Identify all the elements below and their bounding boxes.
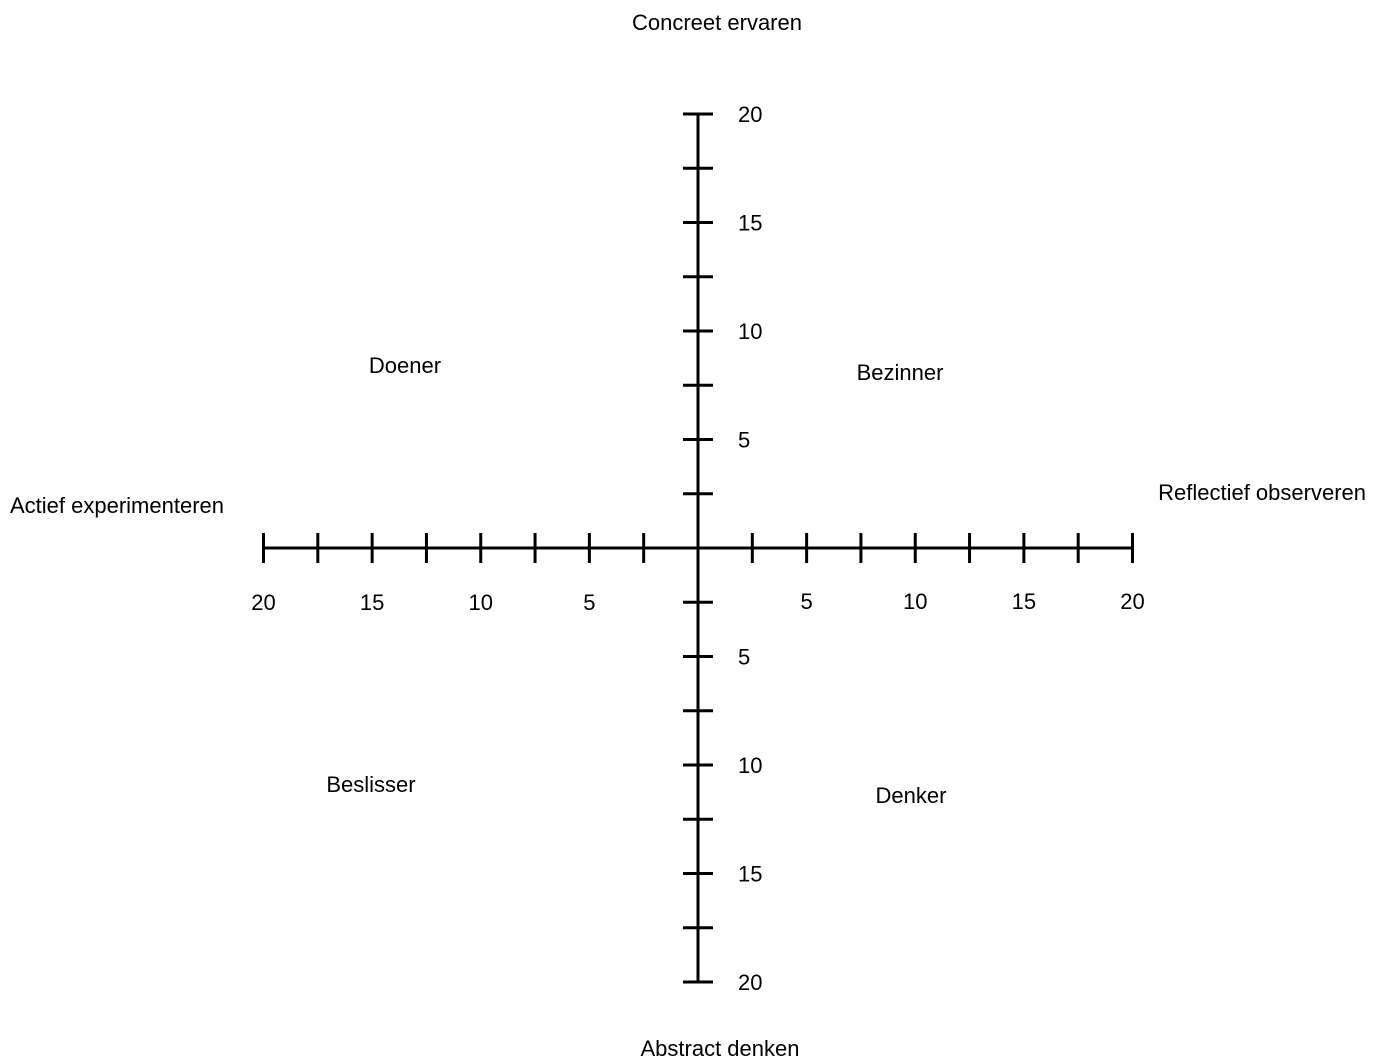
- tick-label-right: 5: [801, 589, 813, 614]
- tick-label-left: 20: [251, 590, 275, 615]
- pole-bottom-label: Abstract denken: [641, 1036, 800, 1059]
- tick-label-down: 10: [738, 753, 762, 778]
- axis-ticks: [262, 112, 1134, 984]
- quadrant-bottom-right-label: Denker: [876, 783, 947, 808]
- axis-tick-labels: 5 5 5 5 10 10 10 10 15 15 15 15 20 20 20 20: [251, 102, 1144, 995]
- pole-left-label: Actief experimenteren: [10, 493, 224, 518]
- quadrant-bottom-left-label: Beslisser: [326, 772, 415, 797]
- quadrant-top-right-label: Bezinner: [857, 360, 944, 385]
- tick-label-right: 20: [1120, 589, 1144, 614]
- tick-label-left: 10: [469, 590, 493, 615]
- tick-label-down: 20: [738, 970, 762, 995]
- tick-label-left: 15: [360, 590, 384, 615]
- tick-label-up: 10: [738, 319, 762, 344]
- quadrant-top-left-label: Doener: [369, 353, 441, 378]
- tick-label-up: 5: [738, 428, 750, 453]
- tick-label-down: 5: [738, 645, 750, 670]
- tick-label-up: 20: [738, 102, 762, 127]
- tick-label-right: 10: [903, 589, 927, 614]
- tick-label-down: 15: [738, 862, 762, 887]
- tick-label-up: 15: [738, 211, 762, 236]
- tick-label-left: 5: [583, 590, 595, 615]
- pole-right-label: Reflectief observeren: [1158, 480, 1366, 505]
- tick-label-right: 15: [1012, 589, 1036, 614]
- pole-top-label: Concreet ervaren: [632, 10, 802, 35]
